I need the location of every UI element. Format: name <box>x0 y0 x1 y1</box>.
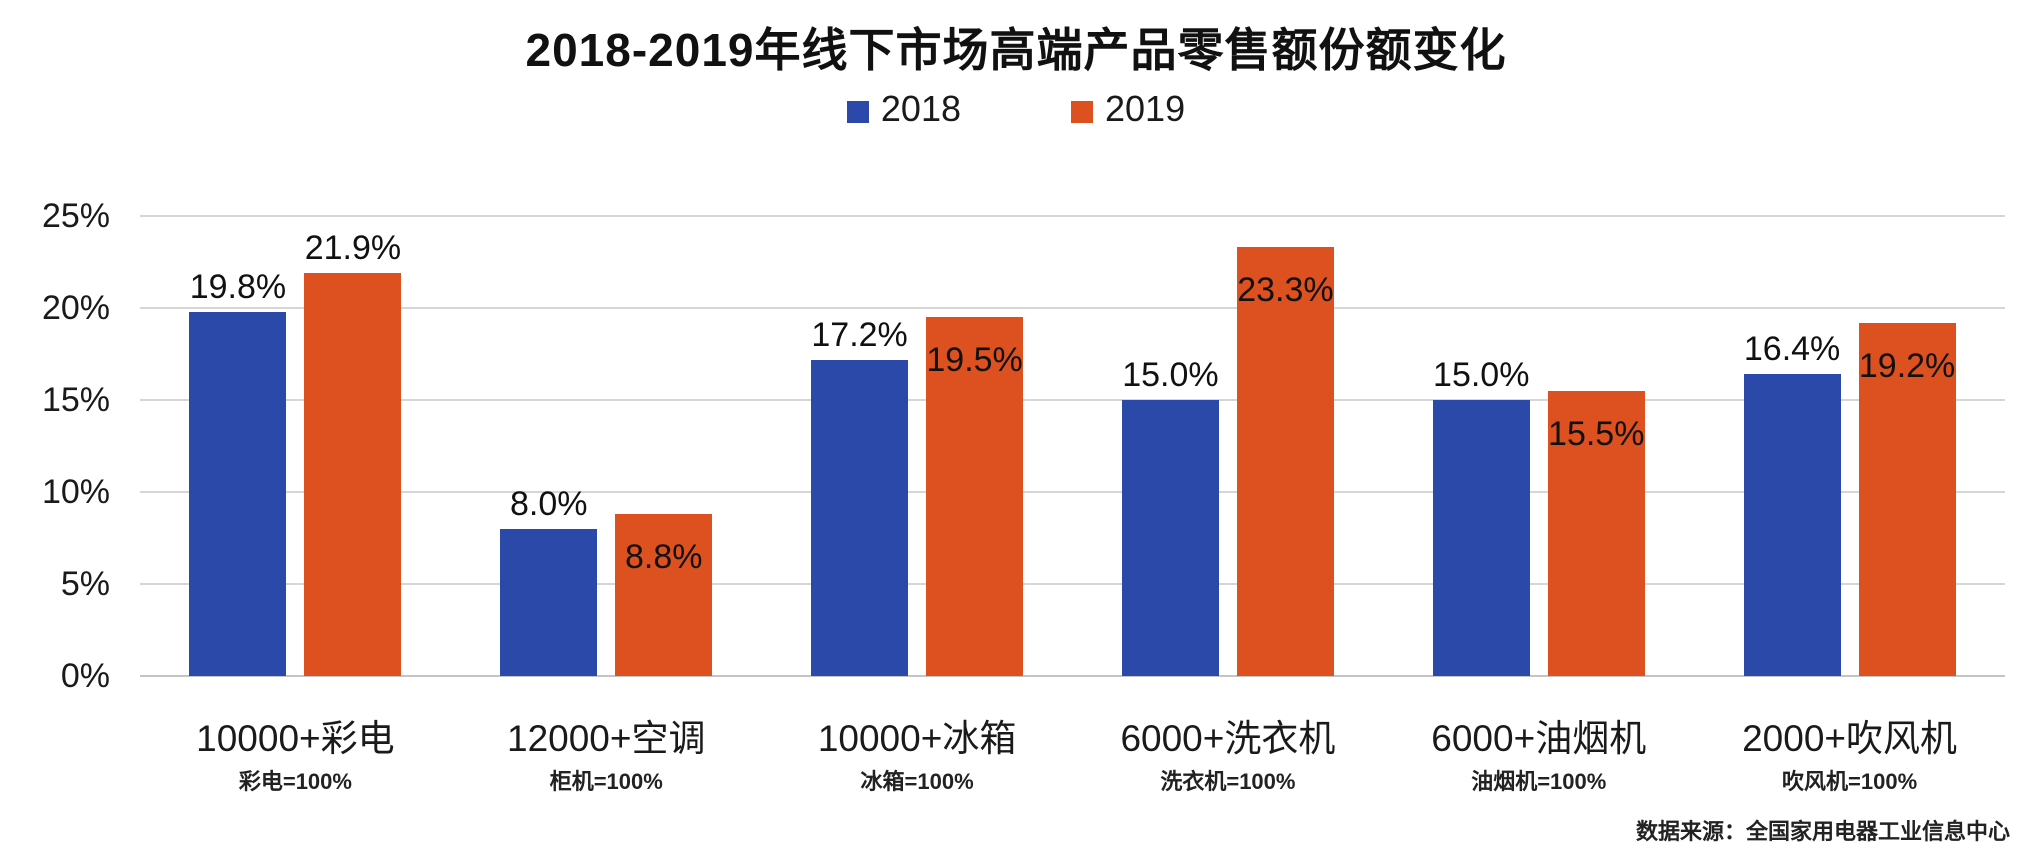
bar-2019-6000+洗衣机 <box>1236 247 1334 676</box>
bar-label-2018-6000+油烟机: 15.0% <box>1433 356 1530 394</box>
bar-label-2018-10000+彩电: 19.8% <box>189 267 287 306</box>
bar-2018-10000+冰箱 <box>811 359 909 676</box>
bar-label-2019-10000+冰箱: 19.5% <box>926 341 1023 380</box>
x-axis-category-6000+洗衣机: 6000+洗衣机 <box>1120 718 1336 759</box>
y-axis-tick-10%: 10% <box>41 473 110 511</box>
x-axis-category-6000+油烟机: 6000+油烟机 <box>1431 718 1647 759</box>
x-axis-category-10000+冰箱: 10000+冰箱 <box>817 718 1017 759</box>
y-axis-tick-20%: 20% <box>41 289 110 327</box>
bar-label-2019-6000+洗衣机: 23.3% <box>1237 271 1334 310</box>
category-note-10000+冰箱: 冰箱=100% <box>860 769 974 794</box>
category-note-2000+吹风机: 吹风机=100% <box>1782 769 1918 794</box>
chart-title: 2018-2019年线下市场高端产品零售额份额变化 <box>525 24 1507 76</box>
x-axis-category-10000+彩电: 10000+彩电 <box>196 718 395 759</box>
y-axis-tick-25%: 25% <box>41 197 110 235</box>
bar-2018-6000+洗衣机 <box>1121 400 1219 676</box>
bar-2019-2000+吹风机 <box>1858 322 1956 676</box>
y-axis-tick-15%: 15% <box>41 381 110 419</box>
bar-2019-6000+油烟机 <box>1547 390 1645 676</box>
legend-swatch-2019-icon <box>1071 101 1093 123</box>
y-axis-tick-0%: 0% <box>60 657 110 695</box>
gridline-0% <box>140 675 2005 677</box>
legend-label-2019: 2019 <box>1105 88 1186 129</box>
bar-2018-2000+吹风机 <box>1743 374 1841 676</box>
bar-2018-12000+空调 <box>500 528 598 676</box>
category-note-6000+油烟机: 油烟机=100% <box>1471 769 1607 794</box>
bar-2019-12000+空调 <box>615 514 713 676</box>
gridline-5% <box>140 583 2005 585</box>
bar-label-2019-10000+彩电: 21.9% <box>304 229 402 268</box>
bar-label-2018-12000+空调: 8.0% <box>510 484 588 523</box>
bar-label-2018-2000+吹风机: 16.4% <box>1743 330 1841 369</box>
bar-label-2019-12000+空调: 8.8% <box>625 538 703 577</box>
bar-label-2019-6000+油烟机: 15.5% <box>1548 414 1645 453</box>
bar-label-2019-2000+吹风机: 19.2% <box>1858 346 1956 385</box>
x-axis-category-12000+空调: 12000+空调 <box>507 718 706 759</box>
bar-2019-10000+彩电 <box>304 273 402 676</box>
x-axis-category-2000+吹风机: 2000+吹风机 <box>1742 718 1958 759</box>
bar-2019-10000+冰箱 <box>926 317 1024 676</box>
bar-2018-6000+油烟机 <box>1432 400 1530 676</box>
legend-item-2018: 2018 <box>846 88 961 130</box>
bar-label-2018-6000+洗衣机: 15.0% <box>1122 356 1219 394</box>
legend-label-2018: 2018 <box>880 88 961 129</box>
legend-item-2019: 2019 <box>1071 88 1185 130</box>
gridline-20% <box>140 307 2005 309</box>
gridline-15% <box>140 399 2005 401</box>
category-note-10000+彩电: 彩电=100% <box>238 769 352 794</box>
bar-2018-10000+彩电 <box>189 311 287 676</box>
y-axis-tick-5%: 5% <box>60 565 110 603</box>
bar-label-2018-10000+冰箱: 17.2% <box>811 315 908 354</box>
legend-swatch-2018-icon <box>846 101 869 123</box>
category-note-6000+洗衣机: 洗衣机=100% <box>1160 769 1296 794</box>
gridline-10% <box>140 491 2005 493</box>
data-source: 数据来源：全国家用电器工业信息中心 <box>1635 819 2010 844</box>
gridline-25% <box>140 215 2005 217</box>
legend: 2018 2019 <box>0 88 2032 130</box>
category-note-12000+空调: 柜机=100% <box>549 769 663 794</box>
